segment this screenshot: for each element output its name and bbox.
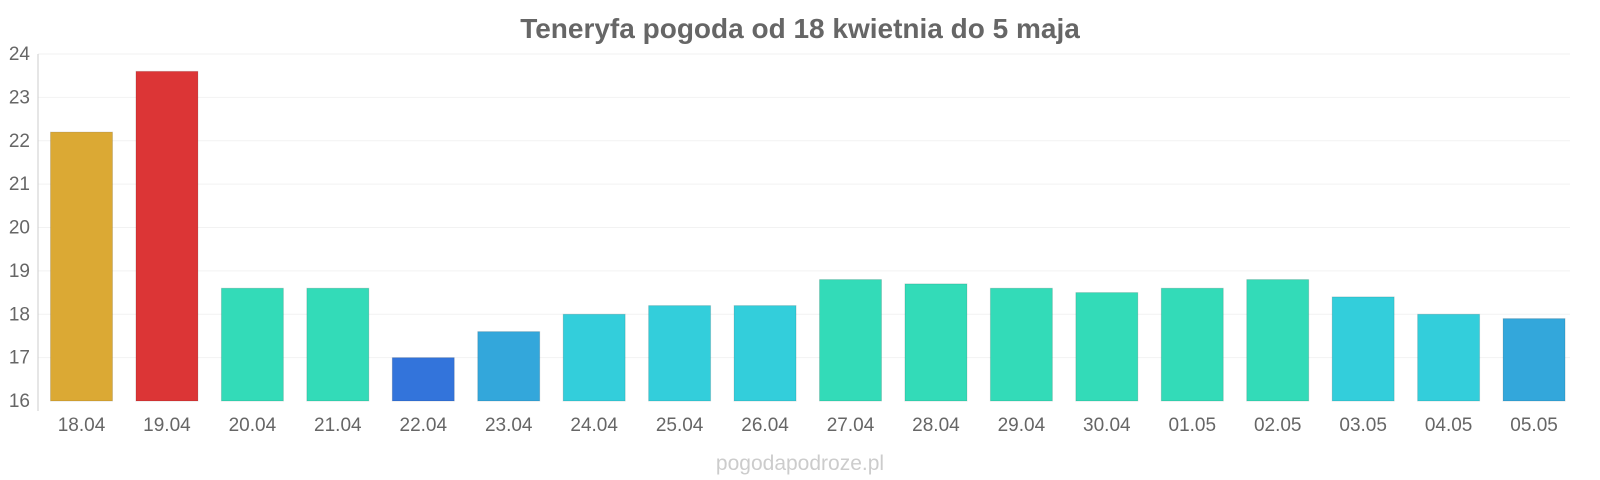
y-tick-label: 17 bbox=[9, 348, 30, 369]
bar[interactable] bbox=[1417, 313, 1481, 402]
y-axis: 16 17 18 19 20 21 22 23 24 bbox=[9, 44, 39, 412]
bar[interactable] bbox=[1331, 296, 1395, 402]
y-tick-label: 22 bbox=[9, 131, 30, 152]
x-tick-label: 29.04 bbox=[998, 415, 1046, 436]
y-tick-label: 20 bbox=[9, 218, 30, 239]
bar[interactable] bbox=[477, 331, 541, 402]
x-tick-label: 25.04 bbox=[656, 415, 704, 436]
x-tick-label: 01.05 bbox=[1169, 415, 1217, 436]
bar[interactable] bbox=[1160, 287, 1224, 402]
x-tick-label: 03.05 bbox=[1339, 415, 1387, 436]
bar[interactable] bbox=[1246, 279, 1310, 402]
x-tick-label: 21.04 bbox=[314, 415, 362, 436]
bar[interactable] bbox=[989, 287, 1053, 402]
x-tick-label: 30.04 bbox=[1083, 415, 1131, 436]
y-tick-label: 18 bbox=[9, 304, 30, 325]
bar[interactable] bbox=[135, 70, 199, 402]
bars bbox=[50, 70, 1566, 402]
bar[interactable] bbox=[306, 287, 370, 402]
bar[interactable] bbox=[819, 279, 882, 402]
x-tick-label: 20.04 bbox=[229, 415, 277, 436]
x-tick-label: 23.04 bbox=[485, 415, 533, 436]
bar[interactable] bbox=[733, 305, 797, 402]
x-tick-label: 18.04 bbox=[58, 415, 106, 436]
bar[interactable] bbox=[391, 357, 455, 402]
bar[interactable] bbox=[1502, 318, 1566, 402]
x-tick-label: 02.05 bbox=[1254, 415, 1302, 436]
x-tick-label: 28.04 bbox=[912, 415, 960, 436]
bar[interactable] bbox=[50, 131, 113, 402]
y-tick-label: 16 bbox=[9, 391, 30, 412]
bar[interactable] bbox=[562, 313, 626, 402]
x-tick-label: 24.04 bbox=[570, 415, 618, 436]
x-tick-label: 26.04 bbox=[741, 415, 789, 436]
bar[interactable] bbox=[1075, 292, 1139, 402]
y-tick-label: 19 bbox=[9, 261, 30, 282]
bar[interactable] bbox=[648, 305, 712, 402]
bar[interactable] bbox=[220, 287, 284, 402]
bar[interactable] bbox=[904, 283, 968, 402]
x-tick-label: 05.05 bbox=[1510, 415, 1558, 436]
y-tick-label: 21 bbox=[9, 174, 30, 195]
x-tick-label: 04.05 bbox=[1425, 415, 1473, 436]
x-tick-label: 22.04 bbox=[400, 415, 448, 436]
x-axis: 18.04 19.04 20.04 21.04 22.04 23.04 24.04 25.04… bbox=[58, 415, 1558, 436]
chart-title: Teneryfa pogoda od 18 kwietnia do 5 maja bbox=[520, 13, 1080, 44]
x-tick-label: 19.04 bbox=[143, 415, 191, 436]
y-tick-label: 23 bbox=[9, 87, 30, 108]
watermark-text: pogodapodroze.pl bbox=[716, 452, 884, 475]
x-tick-label: 27.04 bbox=[827, 415, 875, 436]
y-tick-label: 24 bbox=[9, 44, 31, 65]
grid-lines bbox=[38, 53, 1570, 359]
